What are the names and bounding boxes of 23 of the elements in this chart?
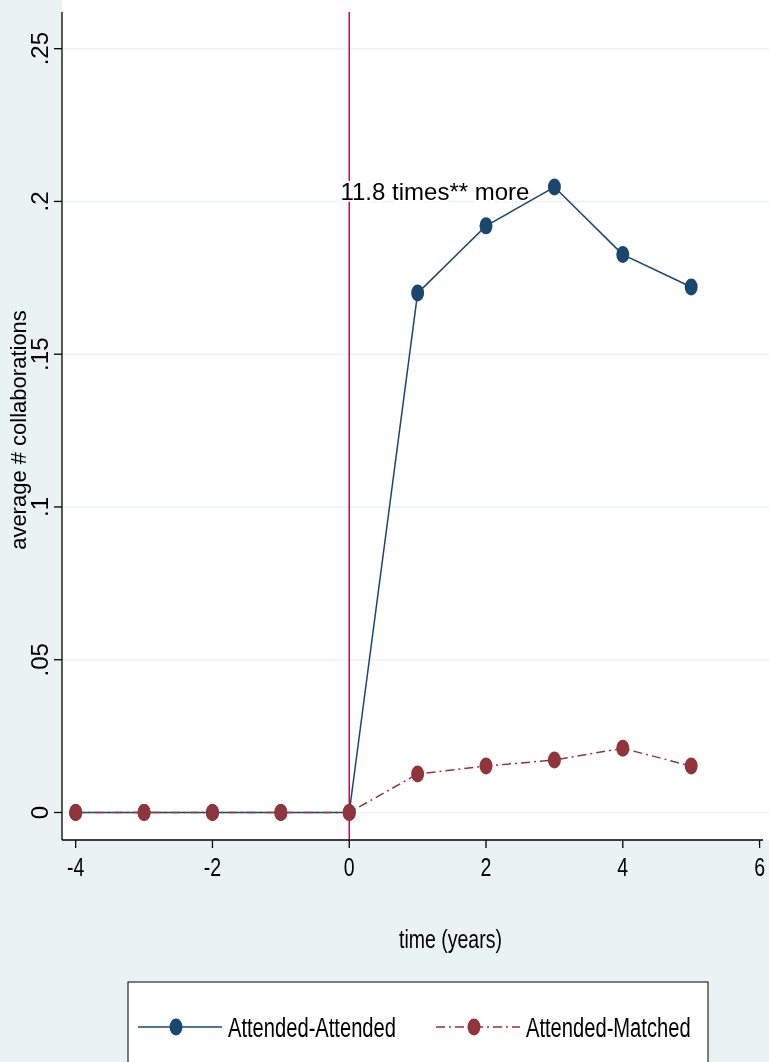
y-tick-label: 0 [26, 805, 53, 820]
y-tick-label: .05 [26, 643, 53, 677]
x-tick-label: -4 [67, 852, 85, 882]
x-tick-label: -2 [203, 852, 222, 882]
legend-label: Attended-Attended [228, 1011, 396, 1043]
point [616, 246, 630, 264]
point [479, 757, 493, 775]
point [411, 765, 425, 783]
x-tick-label: 0 [343, 852, 355, 882]
legend-label: Attended-Matched [526, 1011, 691, 1043]
point [684, 757, 698, 775]
y-tick-label: .25 [26, 31, 53, 66]
point [479, 217, 493, 235]
x-tick-label: 2 [480, 852, 492, 882]
x-tick-label: 4 [617, 852, 629, 882]
point [684, 278, 698, 296]
point [411, 284, 425, 302]
y-tick-label: .2 [26, 191, 53, 212]
point [547, 751, 561, 769]
x-tick-label: 6 [754, 852, 765, 882]
point [547, 178, 561, 196]
x-axis-title: time (years) [399, 924, 502, 954]
point [616, 739, 630, 757]
